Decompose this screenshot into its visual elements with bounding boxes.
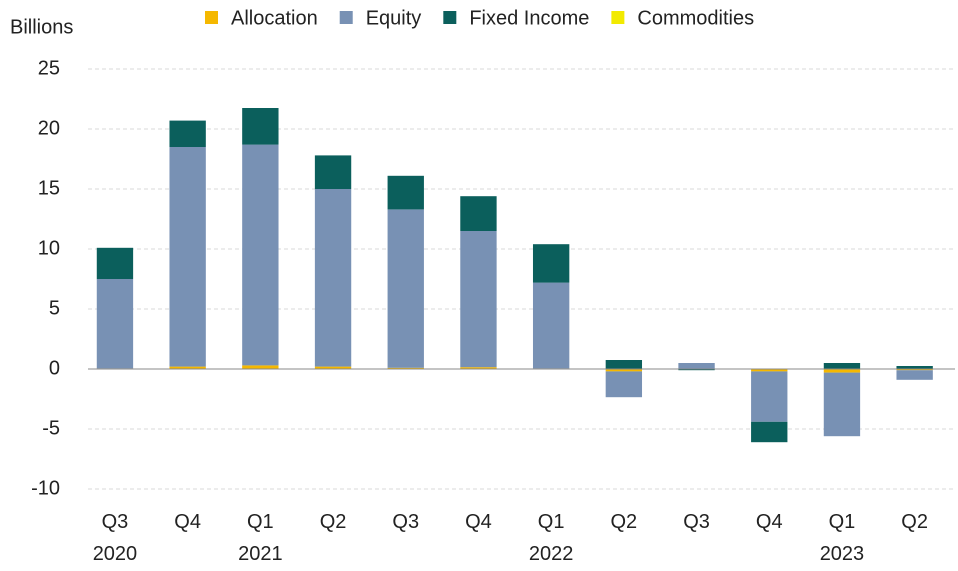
bar-segment [460, 231, 497, 368]
bar-segment [242, 144, 279, 366]
y-tick-label: 15 [38, 177, 60, 199]
x-tick-label: Q1 2021 [238, 511, 283, 565]
bar-segment [751, 369, 788, 372]
x-tick-label: Q2 [611, 511, 638, 533]
legend-swatch [443, 11, 457, 24]
bar-segment [460, 367, 497, 369]
bar-segment [96, 279, 134, 369]
legend-label: Fixed Income [469, 7, 589, 29]
y-axis-label: Billions [10, 16, 73, 38]
legend-swatch [205, 11, 218, 24]
x-tick-label: Q3 [683, 511, 710, 533]
bar-segment [605, 369, 643, 372]
x-tick-label: Q2 [901, 511, 928, 533]
bar-segment [532, 244, 570, 283]
bar-segment [387, 367, 424, 369]
y-tick-label: 5 [49, 297, 60, 319]
y-tick-label: 10 [38, 237, 60, 259]
y-tick-label: -10 [31, 477, 60, 499]
bar-segment [387, 175, 424, 210]
legend-swatch [611, 11, 625, 24]
x-tick-label: Q4 [465, 511, 492, 533]
x-tick-label: Q3 2020 [93, 511, 138, 565]
x-tick-label: Q4 [756, 511, 783, 533]
bar-segment [169, 366, 206, 369]
bar-segment [823, 363, 861, 369]
bar-segment [678, 369, 715, 371]
x-tick-label: Q4 [174, 511, 201, 533]
y-tick-label: 0 [49, 357, 60, 379]
x-tick-label: Q1 2022 [529, 511, 574, 565]
x-tick-label: Q3 [392, 511, 419, 533]
bar-segment [314, 155, 352, 189]
x-tick-label: Q1 2023 [820, 511, 865, 565]
y-tick-label: -5 [42, 417, 60, 439]
bar-segment [751, 421, 788, 443]
bar-segment [169, 147, 206, 367]
bar-segment [242, 365, 279, 369]
bar-segment [823, 372, 861, 437]
bar-segment [532, 282, 570, 369]
bar-segment [605, 360, 643, 369]
bar-segment [896, 370, 933, 380]
x-tick-label: Q2 [320, 511, 347, 533]
bar-segment [823, 369, 861, 373]
bar-segment [314, 366, 352, 369]
bar-segment [460, 196, 497, 231]
legend-label: Allocation [231, 7, 318, 29]
bar-segment [896, 369, 933, 371]
legend-swatch [339, 11, 353, 24]
bar-segment [314, 189, 352, 367]
bar-segment [896, 366, 933, 369]
y-tick-label: 20 [38, 117, 60, 139]
y-tick-label: 25 [38, 57, 60, 79]
bar-segment [242, 108, 279, 145]
bar-segment [605, 371, 643, 398]
bar-segment [96, 247, 134, 279]
legend-label: Equity [366, 7, 422, 29]
bar-segment [751, 371, 788, 422]
bar-segment [678, 363, 715, 369]
legend-label: Commodities [637, 7, 754, 29]
bar-segment [169, 120, 206, 147]
bar-segment [387, 209, 424, 368]
